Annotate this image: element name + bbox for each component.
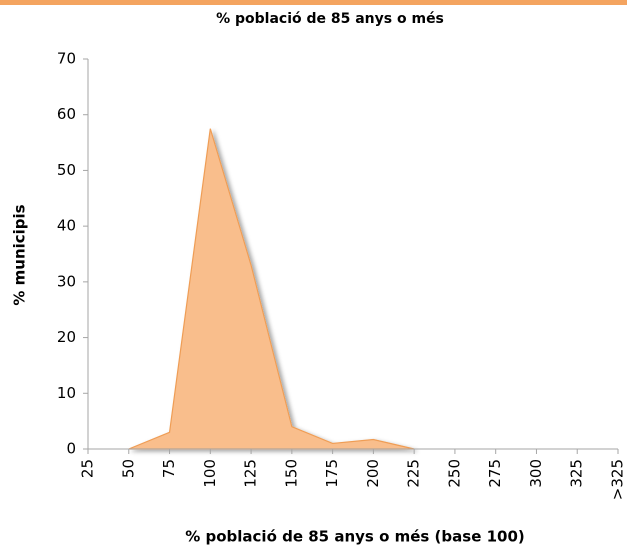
- y-tick-label: 0: [66, 440, 76, 458]
- x-tick-label: 325: [568, 459, 586, 488]
- y-tick-label: 20: [57, 328, 76, 346]
- x-tick-label: 25: [79, 459, 97, 478]
- y-tick-label: 10: [57, 384, 76, 402]
- y-tick-label: 70: [57, 50, 76, 68]
- x-tick-label: 200: [364, 459, 382, 488]
- y-tick-label: 40: [57, 217, 76, 235]
- x-tick-label: 125: [242, 459, 260, 488]
- x-tick-label: 50: [119, 459, 137, 478]
- x-tick-label: 75: [160, 459, 178, 478]
- y-tick-label: 30: [57, 272, 76, 290]
- top-bar: [0, 0, 627, 5]
- area: [128, 128, 415, 450]
- x-tick-label: 100: [201, 459, 219, 488]
- chart-title: % població de 85 anys o més: [216, 11, 444, 27]
- x-tick-label: 175: [323, 459, 341, 488]
- y-tick-label: 50: [57, 161, 76, 179]
- x-tick-label: 150: [282, 459, 300, 488]
- x-tick-label: 225: [405, 459, 423, 488]
- x-tick-label: 250: [445, 459, 463, 488]
- y-tick-label: 60: [57, 105, 76, 123]
- x-tick-label: 275: [486, 459, 504, 488]
- y-axis-title: % municipis: [11, 204, 29, 305]
- x-tick-label: 300: [527, 459, 545, 488]
- x-axis-title: % població de 85 anys o més (base 100): [185, 528, 525, 546]
- x-tick-label: >325: [609, 459, 627, 500]
